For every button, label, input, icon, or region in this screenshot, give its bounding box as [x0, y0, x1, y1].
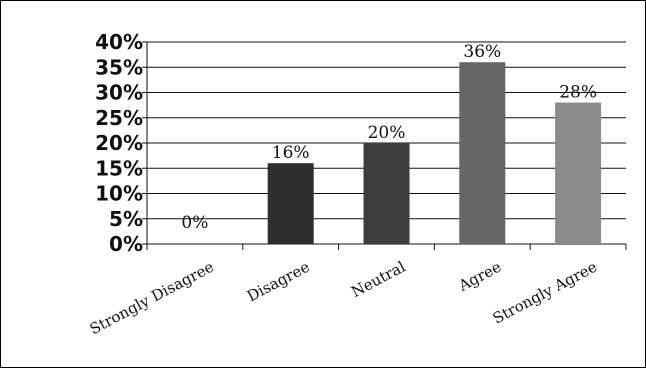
x-tick-label: Agree [455, 258, 504, 296]
bar [459, 62, 506, 245]
data-label: 16% [272, 143, 310, 163]
y-tick-label: 5% [109, 207, 143, 231]
data-label: 28% [559, 83, 597, 103]
y-tick-label: 0% [109, 232, 143, 256]
y-tick-label: 40% [95, 30, 143, 54]
y-tick-label: 25% [95, 106, 143, 130]
data-label: 20% [368, 123, 406, 143]
data-label: 0% [181, 213, 208, 233]
bar [267, 163, 314, 244]
y-tick-label: 15% [95, 156, 143, 180]
y-tick-label: 10% [95, 182, 143, 206]
data-label: 36% [463, 42, 501, 62]
y-tick-label: 35% [95, 55, 143, 79]
y-tick-label: 20% [95, 131, 143, 155]
y-tick-label: 30% [95, 81, 143, 105]
bar [555, 102, 602, 244]
x-tick-label: Strongly Disagree [87, 258, 217, 339]
x-tick-label: Neutral [348, 258, 408, 301]
x-tick-label: Strongly Agree [490, 258, 600, 328]
x-tick-label: Disagree [244, 258, 313, 306]
bar [363, 143, 410, 244]
